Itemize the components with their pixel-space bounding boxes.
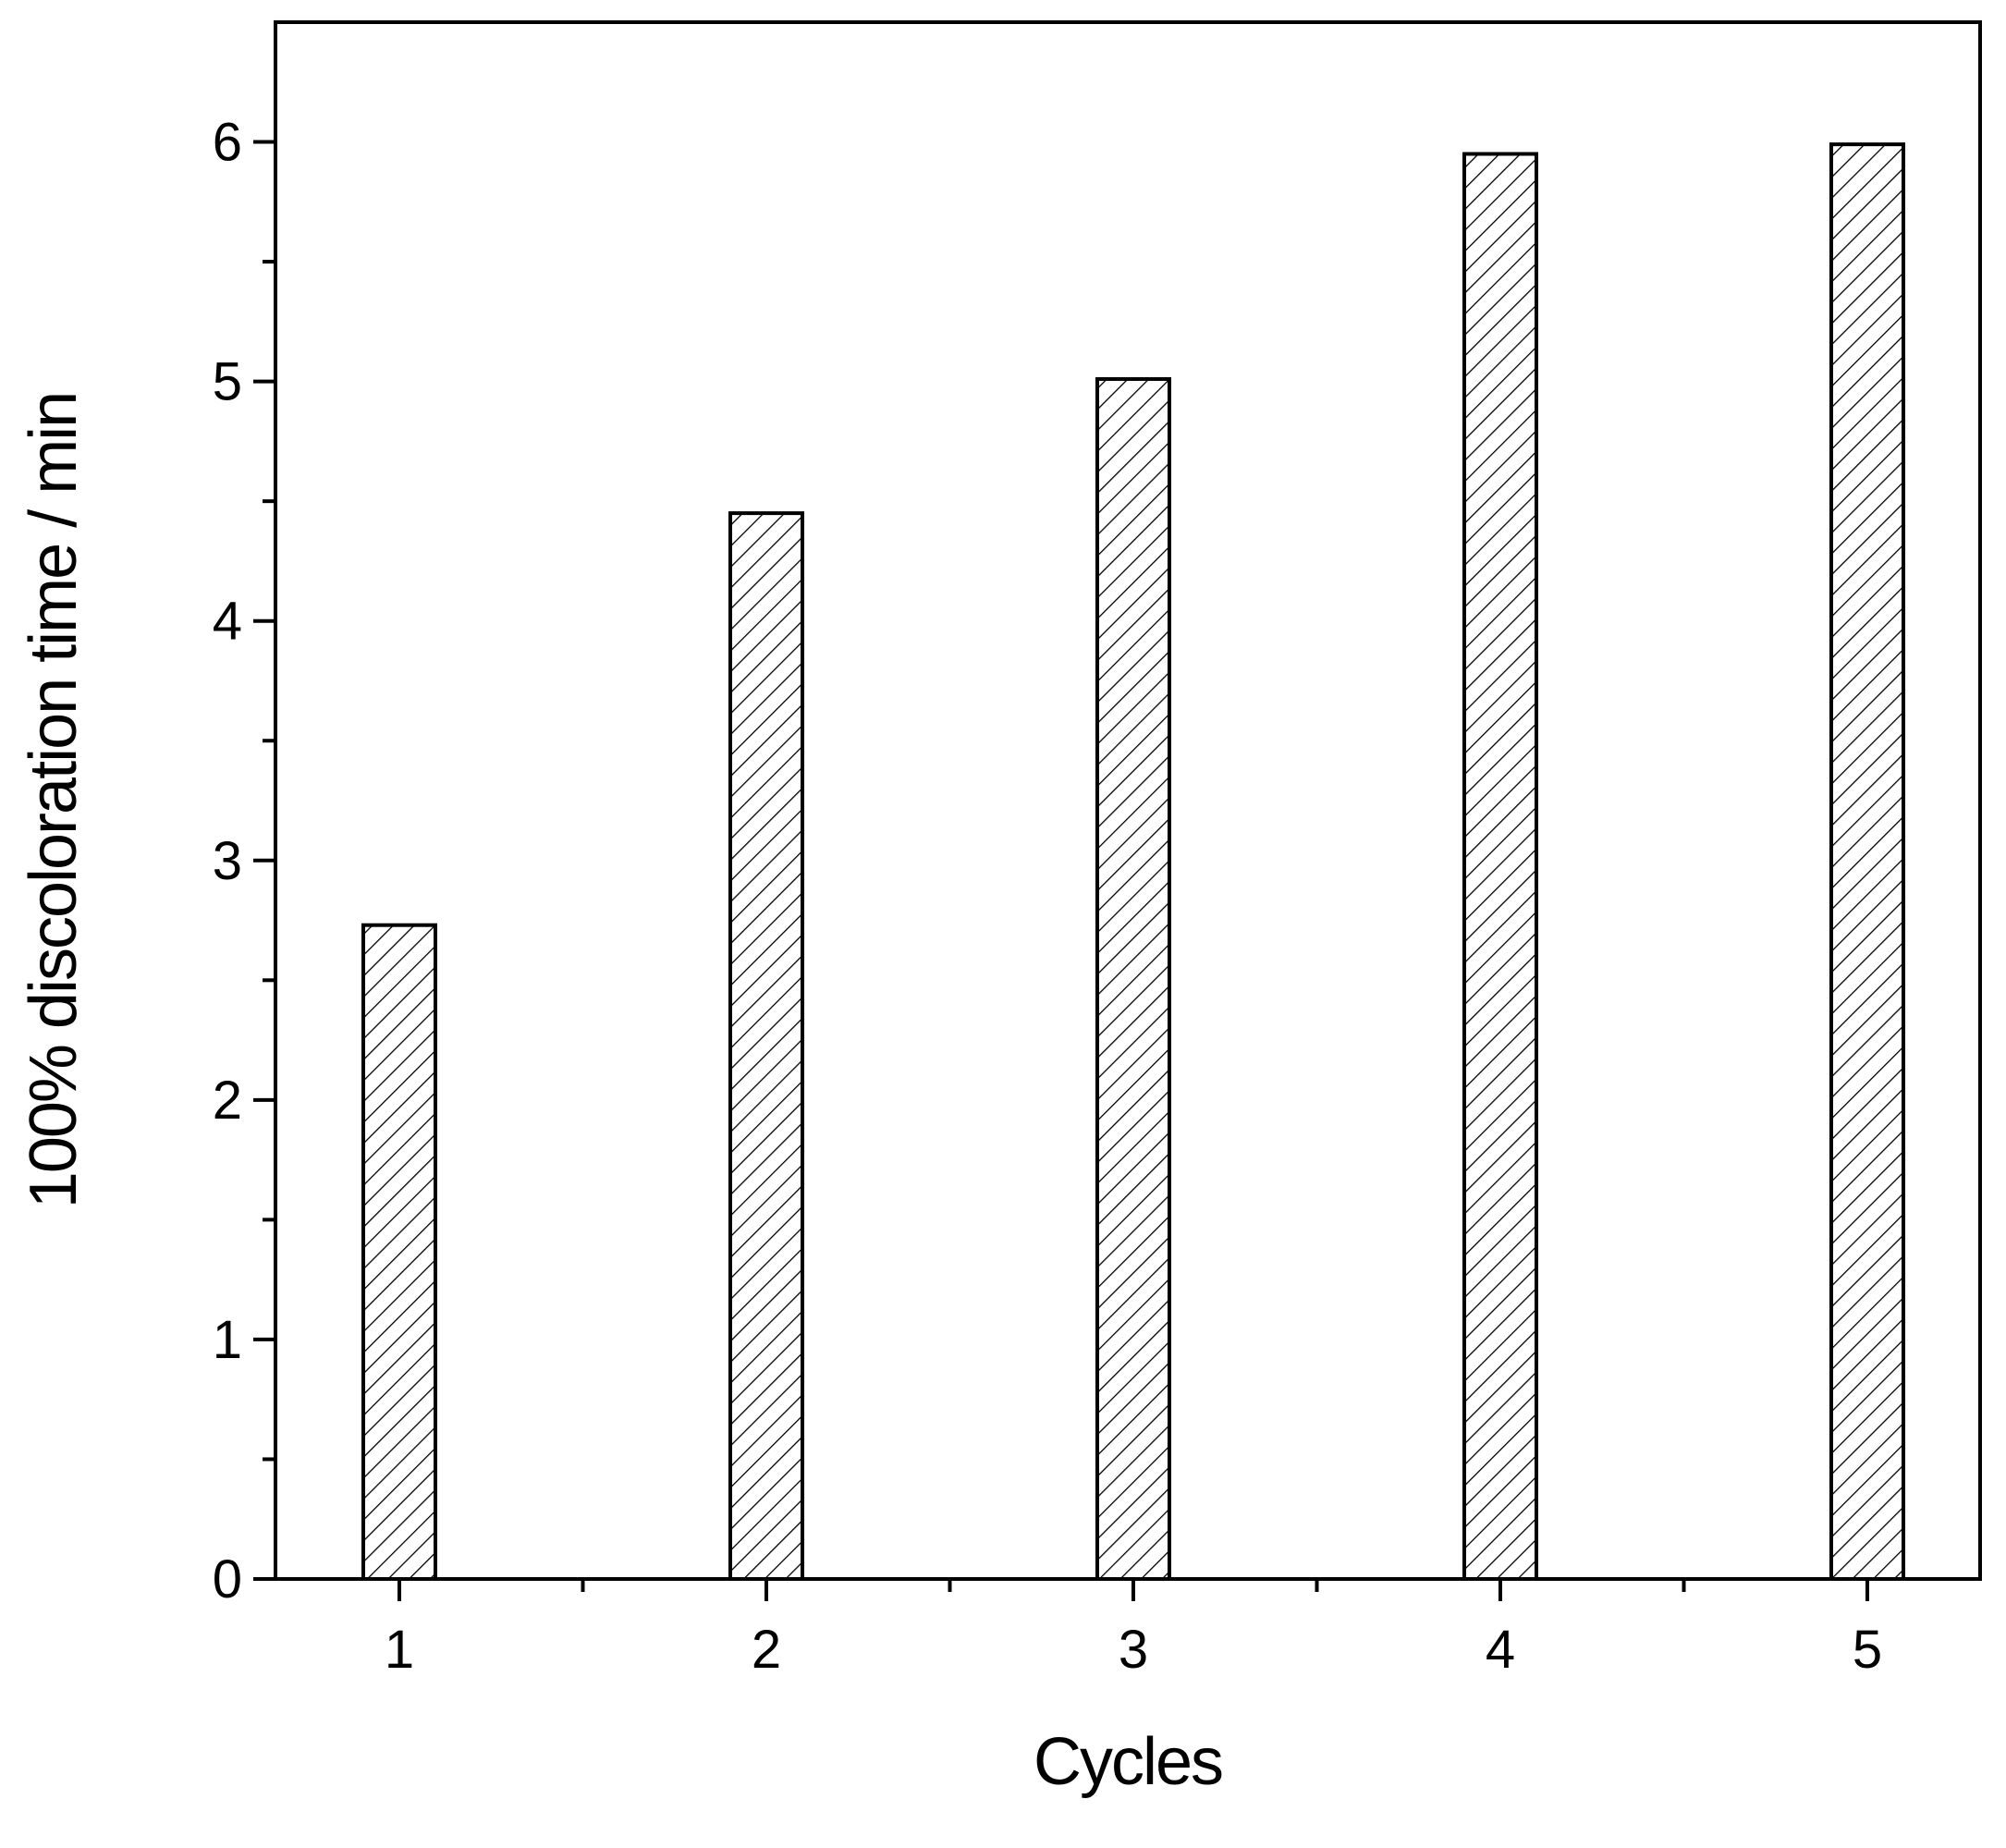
y-tick-label: 0 (213, 1549, 242, 1609)
x-tick-label: 3 (1119, 1620, 1148, 1680)
y-axis-title: 100% discoloration time / min (17, 393, 91, 1208)
bar-cycle-1 (361, 923, 437, 1581)
x-tick-label: 1 (385, 1620, 414, 1680)
y-tick-label: 3 (213, 831, 242, 891)
y-tick-label: 6 (213, 113, 242, 173)
x-axis-title: Cycles (1034, 1725, 1222, 1799)
y-tick-label: 2 (213, 1071, 242, 1131)
y-axis-ticks: 0 1 2 3 4 5 6 (213, 113, 275, 1609)
x-tick-label: 5 (1853, 1620, 1882, 1680)
x-tick-label: 2 (752, 1620, 781, 1680)
bar-cycle-5 (1829, 142, 1905, 1581)
y-tick-label: 4 (213, 592, 242, 652)
bars (361, 142, 1905, 1581)
bar-cycle-4 (1462, 152, 1538, 1581)
y-tick-label: 5 (213, 352, 242, 412)
bar-cycle-3 (1095, 377, 1171, 1581)
bar-cycle-2 (728, 511, 804, 1581)
y-tick-label: 1 (213, 1310, 242, 1370)
x-axis-ticks: 1 2 3 4 5 (385, 1579, 1882, 1680)
x-tick-label: 4 (1486, 1620, 1515, 1680)
